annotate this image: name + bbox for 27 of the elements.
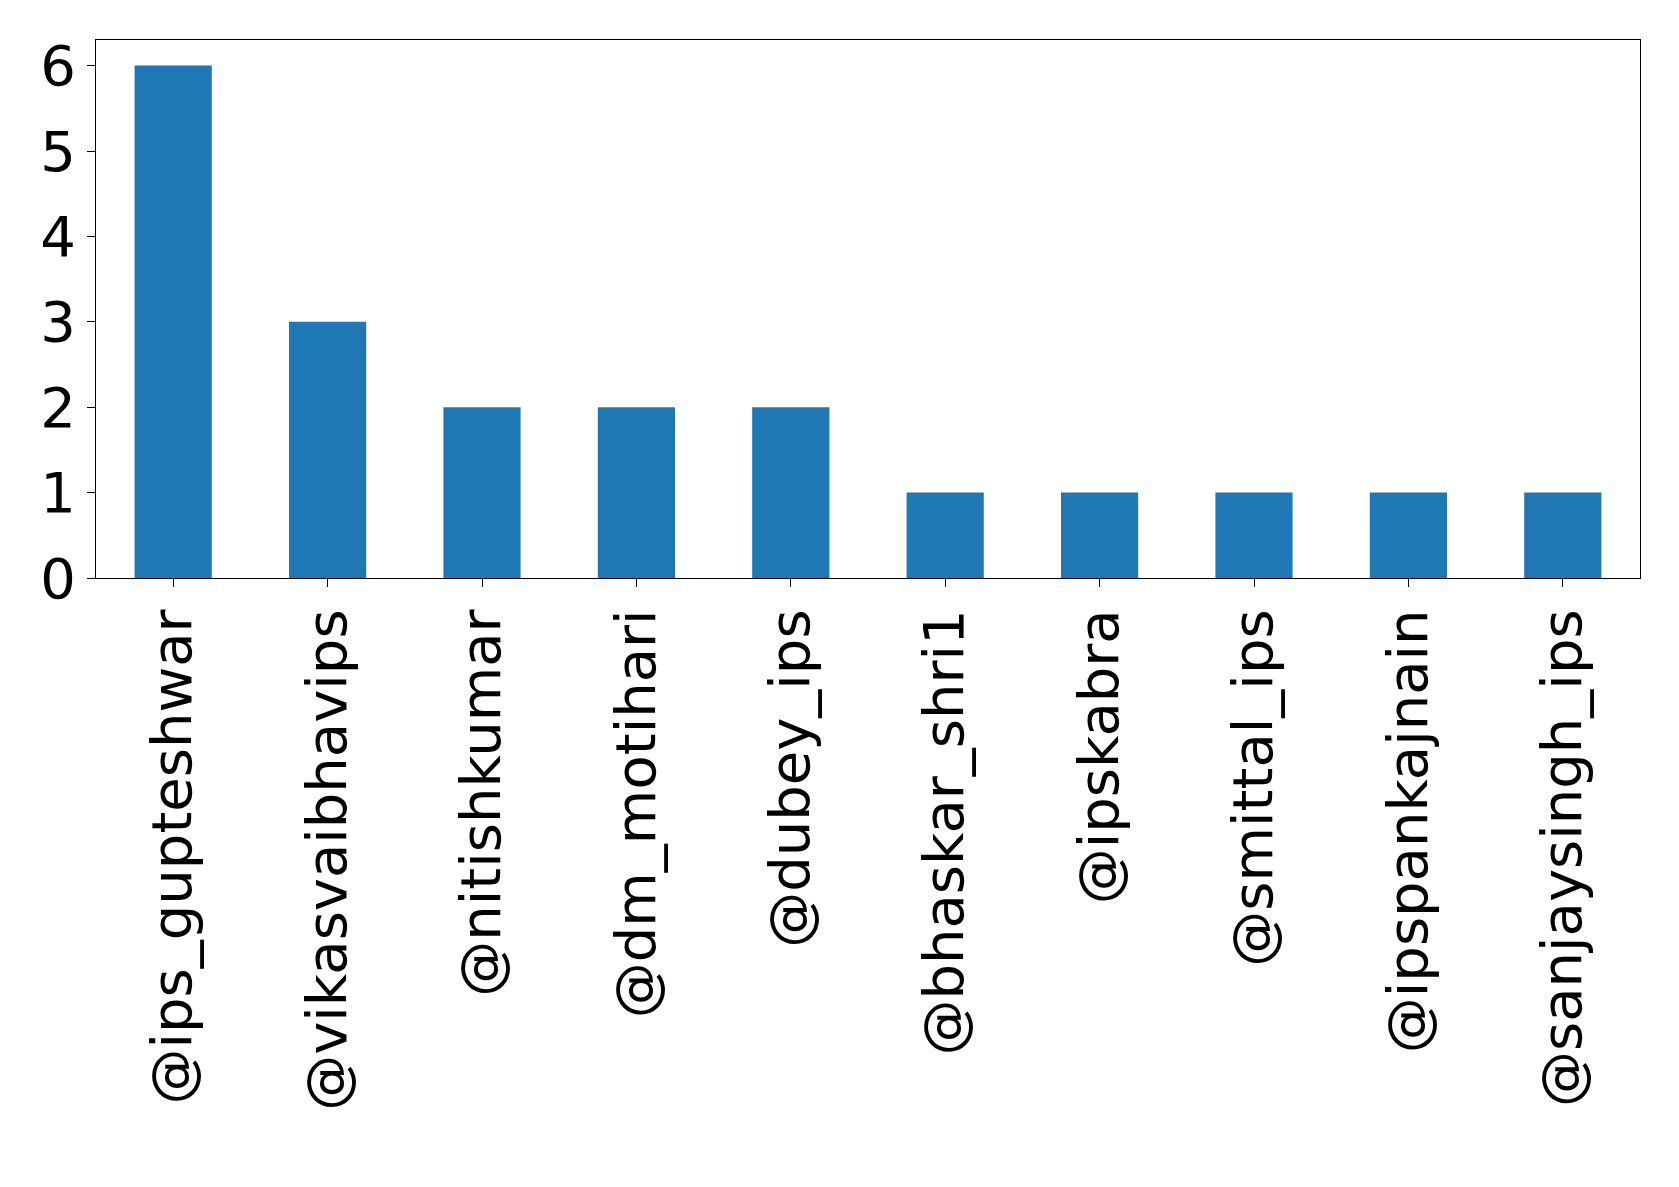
x-tick-label: @vikasvaibhavips: [293, 609, 359, 1111]
bar: [906, 492, 984, 578]
y-tick-label: 1: [40, 460, 76, 526]
y-tick-label: 3: [40, 289, 76, 355]
x-tick-label: @bhaskar_shri1: [911, 609, 977, 1056]
bar: [1215, 492, 1293, 578]
bar: [134, 65, 212, 578]
bar: [443, 407, 521, 578]
x-tick-label: @dm_motihari: [602, 609, 668, 1019]
bar: [752, 407, 830, 578]
bar: [1061, 492, 1139, 578]
x-tick-label: @ipspankajnain: [1374, 609, 1440, 1054]
x-tick-label: @dubey_ips: [757, 609, 822, 948]
y-tick-label: 5: [40, 118, 76, 184]
bar: [289, 321, 367, 578]
x-tick-label: @smittal_ips: [1220, 609, 1286, 967]
y-tick-label: 2: [40, 374, 76, 440]
y-tick-label: 0: [40, 545, 76, 611]
x-tick-label: @ipskabra: [1065, 609, 1131, 905]
y-tick-label: 4: [40, 204, 76, 270]
x-tick-label: @ips_gupteshwar: [139, 608, 205, 1105]
x-tick-label: @sanjaysingh_ips: [1529, 609, 1594, 1107]
bar: [597, 407, 675, 578]
bar: [1524, 492, 1602, 578]
x-tick-label: @nitishkumar: [448, 608, 514, 997]
bar: [1369, 492, 1447, 578]
y-tick-label: 6: [40, 33, 76, 99]
